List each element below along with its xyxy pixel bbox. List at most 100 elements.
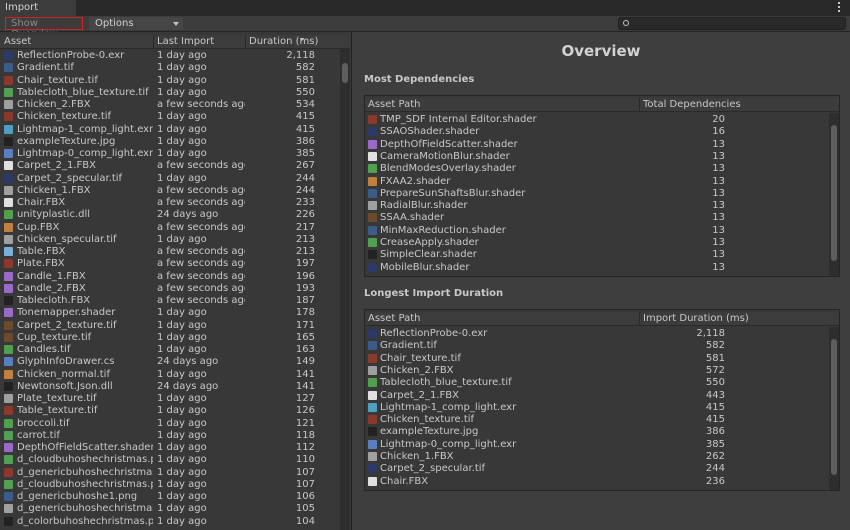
asset-row[interactable]: Plate_texture.tif 1 day ago 127 [0, 393, 340, 405]
last-import: 1 day ago [157, 123, 207, 135]
table-row[interactable]: Carpet_2_1.FBX 443 [365, 390, 827, 402]
search-icon [623, 20, 629, 26]
table-row[interactable]: Chair_texture.tif 581 [365, 353, 827, 365]
asset-icon [4, 443, 13, 452]
asset-row[interactable]: d_cloudbuhoshechristmas.png 1 day ago 107 [0, 479, 340, 491]
duration: 105 [295, 503, 315, 515]
asset-row[interactable]: Cup_texture.tif 1 day ago 165 [0, 332, 340, 344]
table-row[interactable]: Chicken_1.FBX 262 [365, 451, 827, 463]
options-dropdown[interactable]: Options [89, 17, 183, 30]
asset-row[interactable]: GlyphInfoDrawer.cs 24 days ago 149 [0, 356, 340, 368]
asset-row[interactable]: Lightmap-0_comp_light.exr 1 day ago 385 [0, 148, 340, 160]
asset-row[interactable]: d_colorbuhoshechristmas.png 1 day ago 104 [0, 516, 340, 528]
asset-row[interactable]: d_cloudbuhoshechristmas.png 1 day ago 110 [0, 454, 340, 466]
scroll-thumb[interactable] [831, 125, 837, 261]
asset-row[interactable]: Carpet_2_1.FBX a few seconds ago 267 [0, 160, 340, 172]
asset-icon [368, 262, 377, 272]
table-row[interactable]: ReflectionProbe-0.exr 2,118 [365, 328, 827, 340]
column-header[interactable]: Asset [4, 36, 32, 47]
asset-row[interactable]: Chicken_specular.tif 1 day ago 213 [0, 234, 340, 246]
table-row[interactable]: Gradient.tif 582 [365, 340, 827, 352]
asset-row[interactable]: Chicken_normal.tif 1 day ago 141 [0, 369, 340, 381]
scrollbar[interactable] [340, 49, 350, 530]
table-row[interactable]: MinMaxReduction.shader 13 [365, 225, 827, 237]
table-row[interactable]: FXAA2.shader 13 [365, 176, 827, 188]
table-row[interactable]: CameraMotionBlur.shader 13 [365, 151, 827, 163]
row-value: 13 [712, 224, 725, 236]
asset-row[interactable]: Chair_texture.tif 1 day ago 581 [0, 75, 340, 87]
column-header[interactable]: Asset Path [368, 99, 421, 110]
asset-row[interactable]: Chicken_1.FBX a few seconds ago 244 [0, 185, 340, 197]
asset-row[interactable]: Carpet_2_specular.tif 1 day ago 244 [0, 173, 340, 185]
table-row[interactable]: SimpleClear.shader 13 [365, 249, 827, 261]
asset-row[interactable]: Gradient.tif 1 day ago 582 [0, 62, 340, 74]
asset-row[interactable]: Newtonsoft.Json.dll 24 days ago 141 [0, 381, 340, 393]
asset-row[interactable]: unityplastic.dll 24 days ago 226 [0, 209, 340, 221]
table-row[interactable]: SSAA.shader 13 [365, 212, 827, 224]
asset-row[interactable]: Candle_2.FBX a few seconds ago 193 [0, 283, 340, 295]
asset-icon [368, 341, 377, 351]
asset-row[interactable]: ReflectionProbe-0.exr 1 day ago 2,118 [0, 50, 340, 62]
show-overview-button[interactable]: Show Overview [5, 17, 83, 40]
table-row[interactable]: Chicken_2.FBX 572 [365, 365, 827, 377]
asset-row[interactable]: Plate.FBX a few seconds ago 197 [0, 258, 340, 270]
last-import: 1 day ago [157, 417, 207, 429]
asset-row[interactable]: Table.FBX a few seconds ago 213 [0, 246, 340, 258]
column-header[interactable]: Import Duration (ms) [643, 313, 749, 324]
scrollbar[interactable] [829, 113, 839, 276]
table-row[interactable]: exampleTexture.jpg 386 [365, 426, 827, 438]
asset-row[interactable]: Chair.FBX a few seconds ago 233 [0, 197, 340, 209]
asset-row[interactable]: Chicken_texture.tif 1 day ago 415 [0, 111, 340, 123]
column-header[interactable]: Asset Path [368, 313, 421, 324]
asset-row[interactable]: Tablecloth.FBX a few seconds ago 187 [0, 295, 340, 307]
asset-row[interactable]: d_genericbuhoshechristmas1.pn 1 day ago 10… [0, 503, 340, 515]
last-import: 24 days ago [157, 209, 219, 221]
search-field[interactable] [618, 17, 846, 30]
asset-row[interactable]: Chicken_2.FBX a few seconds ago 534 [0, 99, 340, 111]
table-row[interactable]: CreaseApply.shader 13 [365, 237, 827, 249]
table-row[interactable]: DepthOfFieldScatter.shader 13 [365, 139, 827, 151]
menu-icon[interactable] [838, 2, 842, 12]
asset-icon [4, 504, 13, 514]
last-import: 1 day ago [157, 466, 207, 478]
asset-row[interactable]: Table_texture.tif 1 day ago 126 [0, 405, 340, 417]
duration: 107 [295, 466, 315, 478]
table-row[interactable]: TMP_SDF Internal Editor.shader 20 [365, 114, 827, 126]
asset-row[interactable]: exampleTexture.jpg 1 day ago 386 [0, 136, 340, 148]
asset-row[interactable]: Candles.tif 1 day ago 163 [0, 344, 340, 356]
table-row[interactable]: PrepareSunShaftsBlur.shader 13 [365, 188, 827, 200]
table-row[interactable]: RadialBlur.shader 13 [365, 200, 827, 212]
table-row[interactable]: MobileBlur.shader 13 [365, 262, 827, 274]
scroll-thumb[interactable] [342, 63, 348, 83]
last-import: 1 day ago [157, 478, 207, 490]
table-row[interactable]: Carpet_2_specular.tif 244 [365, 463, 827, 475]
asset-row[interactable]: Cup.FBX a few seconds ago 217 [0, 222, 340, 234]
scrollbar[interactable] [829, 327, 839, 490]
table-row[interactable]: Lightmap-1_comp_light.exr 415 [365, 402, 827, 414]
window-tab[interactable]: Import Activity [0, 0, 76, 29]
asset-row[interactable]: Tablecloth_blue_texture.tif 1 day ago 550 [0, 87, 340, 99]
column-header[interactable]: Last Import [157, 36, 215, 47]
last-import: 24 days ago [157, 356, 219, 368]
asset-row[interactable]: d_genericbuhoshe1.png 1 day ago 106 [0, 491, 340, 503]
table-row[interactable]: Tablecloth_blue_texture.tif 550 [365, 377, 827, 389]
table-row[interactable]: Chair.FBX 236 [365, 476, 827, 488]
column-header[interactable]: Total Dependencies [643, 99, 741, 110]
table-row[interactable]: BlendModesOverlay.shader 13 [365, 163, 827, 175]
table-row[interactable]: Lightmap-0_comp_light.exr 385 [365, 439, 827, 451]
row-value: 572 [705, 364, 725, 376]
asset-row[interactable]: Carpet_2_texture.tif 1 day ago 171 [0, 320, 340, 332]
asset-row[interactable]: carrot.tif 1 day ago 118 [0, 430, 340, 442]
asset-row[interactable]: Lightmap-1_comp_light.exr 1 day ago 415 [0, 124, 340, 136]
scroll-thumb[interactable] [831, 339, 837, 475]
asset-row[interactable]: d_genericbuhoshechristmas1.png 1 day ago 1… [0, 467, 340, 479]
column-header[interactable]: Duration (ms) [249, 36, 319, 47]
table-row[interactable]: Chicken_texture.tif 415 [365, 414, 827, 426]
asset-icon [4, 124, 13, 134]
asset-row[interactable]: Candle_1.FBX a few seconds ago 196 [0, 271, 340, 283]
asset-row[interactable]: DepthOfFieldScatter.shader 1 day ago 112 [0, 442, 340, 454]
asset-row[interactable]: Tonemapper.shader 1 day ago 178 [0, 307, 340, 319]
asset-name: Candle_1.FBX [17, 270, 86, 282]
table-row[interactable]: SSAOShader.shader 16 [365, 126, 827, 138]
asset-row[interactable]: broccoli.tif 1 day ago 121 [0, 418, 340, 430]
